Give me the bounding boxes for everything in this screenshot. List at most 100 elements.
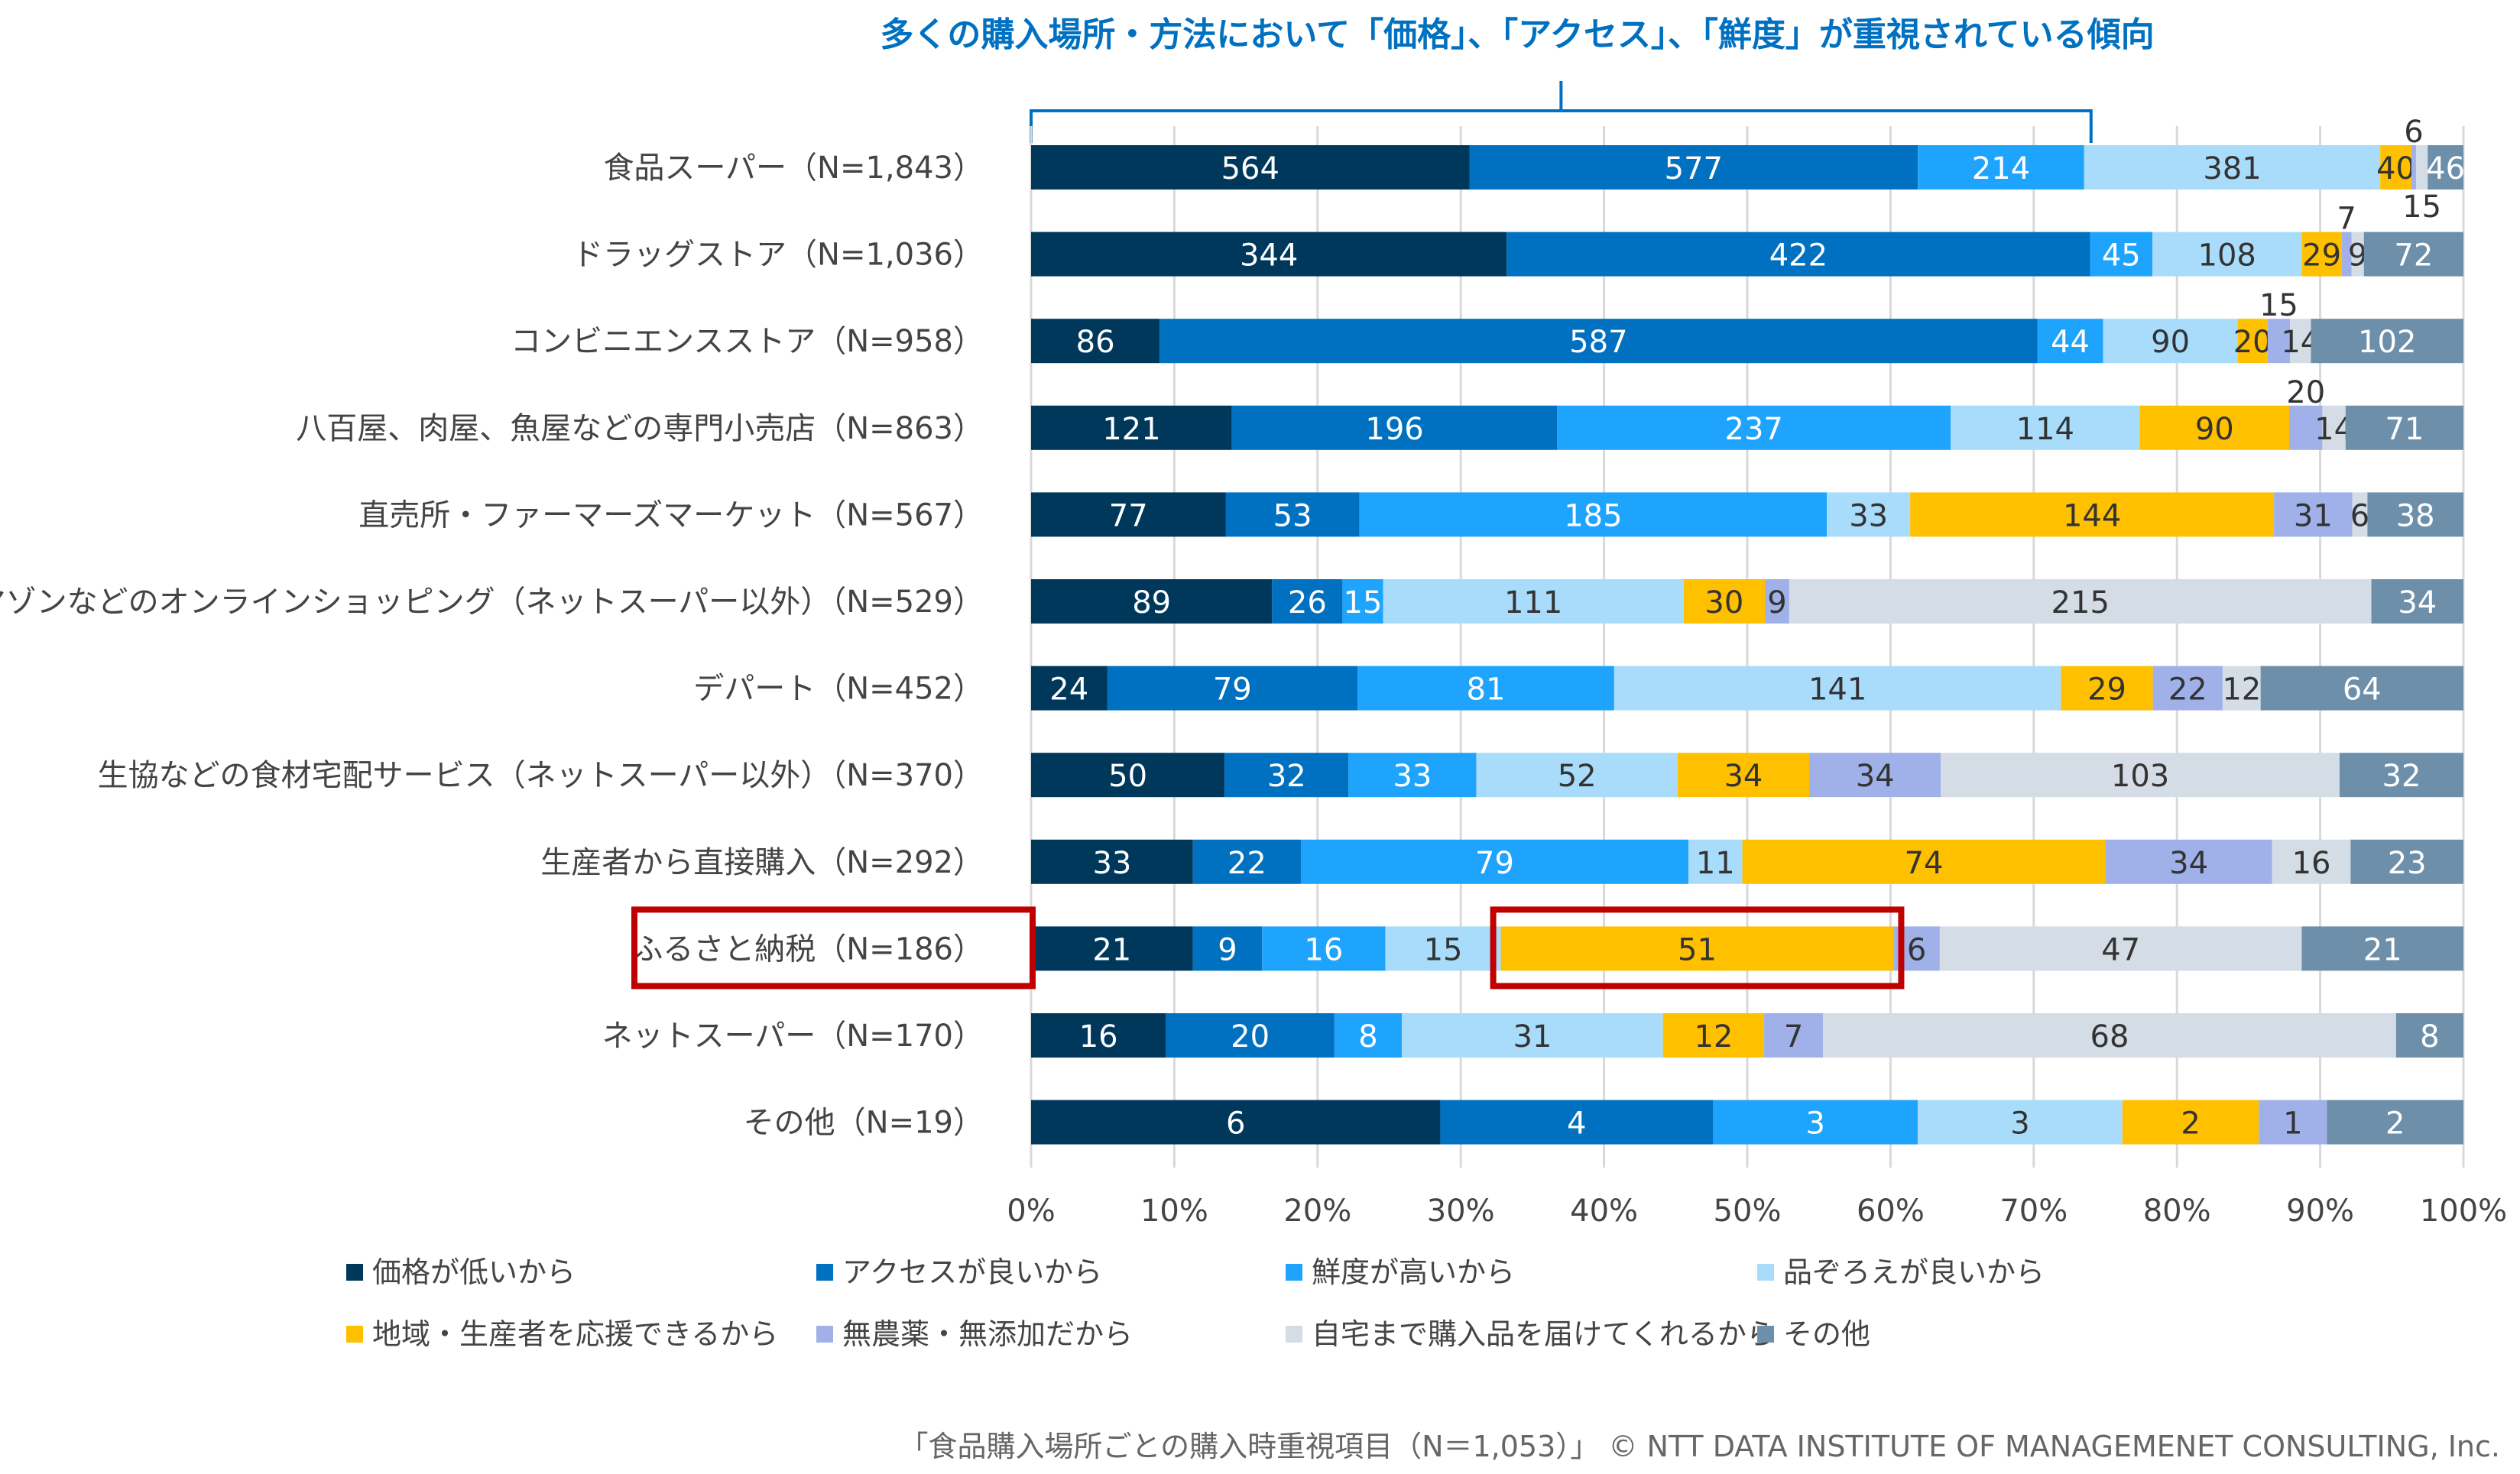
x-tick-label: 70% (1999, 1194, 2068, 1229)
bar-segment (1809, 753, 1941, 798)
bar-segment (1359, 492, 1828, 537)
legend-swatch (346, 1264, 363, 1281)
legend-label: アクセスが良いから (842, 1255, 1102, 1289)
data-label: 4 (1567, 1106, 1586, 1142)
category-label: 楽天、アマゾンなどのオンラインショッピング（ネットスーパー以外）（N=529） (0, 585, 984, 620)
data-label: 3 (2010, 1106, 2029, 1142)
bar-segment (2122, 1100, 2259, 1145)
legend-label: 地域・生産者を応援できるから (372, 1317, 778, 1351)
bar-segment (1688, 839, 1743, 884)
data-label: 51 (1678, 932, 1717, 967)
data-label: 587 (1569, 325, 1627, 360)
bar-segment (1823, 1013, 2396, 1058)
bar-segment (2339, 753, 2463, 798)
data-label: 40 (2376, 151, 2415, 186)
data-label: 71 (2385, 412, 2424, 447)
data-label: 141 (1808, 672, 1866, 708)
bar-segment (1827, 492, 1911, 537)
bar-segment (2103, 319, 2238, 364)
data-label: 47 (2101, 932, 2140, 967)
x-tick-label: 100% (2420, 1194, 2507, 1229)
x-tick-label: 10% (1140, 1194, 1208, 1229)
legend-label: 鮮度が高いから (1312, 1255, 1515, 1289)
x-tick-label: 50% (1714, 1194, 1782, 1229)
data-label: 79 (1475, 846, 1514, 881)
data-label: 564 (1221, 151, 1279, 186)
bar-segment (1031, 926, 1193, 971)
bar-segment (1031, 405, 1232, 450)
bar-segment (1402, 1013, 1663, 1058)
bar-segment (1500, 926, 1894, 971)
legend-swatch (816, 1264, 833, 1281)
legend-swatch (1286, 1326, 1302, 1343)
data-label: 16 (2292, 846, 2331, 881)
legend-item: 地域・生産者を応援できるから (346, 1317, 778, 1351)
data-label: 79 (1213, 672, 1252, 708)
bar-segment (1506, 232, 2090, 277)
data-label: 34 (2398, 585, 2437, 620)
highlight-box-segment (1490, 906, 1905, 990)
data-label: 9 (1218, 932, 1237, 967)
x-tick-label: 80% (2143, 1194, 2211, 1229)
data-label: 34 (1856, 759, 1895, 794)
bar-segment (2395, 1013, 2463, 1058)
bar-segment (2367, 492, 2463, 537)
data-label: 214 (1972, 151, 2030, 186)
data-label: 86 (1076, 325, 1115, 360)
data-label: 2 (2181, 1106, 2200, 1142)
legend: 価格が低いから アクセスが良いから 鮮度が高いから 品ぞろえが良いから地域・生産者を応… (346, 1255, 2045, 1351)
bar-segment (2152, 666, 2223, 711)
bar-segment (1159, 319, 2038, 364)
bar-segment (1383, 579, 1684, 624)
bar-segment (2290, 319, 2311, 364)
bar-segment (1031, 232, 1507, 277)
data-label: 1 (2283, 1106, 2302, 1142)
data-label: 6 (2404, 115, 2423, 150)
category-label: 生産者から直接購入（N=292） (540, 845, 984, 880)
bar-segment (2411, 145, 2416, 190)
bar-segment (2363, 232, 2463, 277)
bar-segment (2090, 232, 2153, 277)
highlight-boxes (631, 906, 1905, 990)
data-label: 31 (1513, 1019, 1552, 1054)
legend-item: 価格が低いから (346, 1255, 576, 1289)
bar-segment (1192, 926, 1263, 971)
bar-segment (1031, 1013, 1166, 1058)
bar-segment (1918, 1100, 2123, 1145)
data-label: 381 (2203, 151, 2261, 186)
bar-segment (1385, 926, 1501, 971)
data-label: 90 (2151, 325, 2190, 360)
bar-segment (1713, 1100, 1918, 1145)
bar-segment (2327, 1100, 2463, 1145)
x-tick-label: 20% (1283, 1194, 1351, 1229)
legend-swatch (1757, 1326, 1774, 1343)
data-label: 185 (1564, 498, 1622, 533)
bar-segment (2371, 579, 2463, 624)
legend-label: 品ぞろえが良いから (1783, 1255, 2045, 1289)
data-label: 52 (1558, 759, 1597, 794)
data-label: 11 (1696, 846, 1735, 881)
bar-segment (1476, 753, 1678, 798)
bar-segment (1224, 753, 1349, 798)
legend-label: その他 (1783, 1317, 1870, 1351)
data-label: 32 (1267, 759, 1306, 794)
data-label: 33 (1393, 759, 1432, 794)
bar-segment (1300, 839, 1688, 884)
bar-segment (2084, 145, 2381, 190)
category-label: ネットスーパー（N=170） (602, 1019, 984, 1054)
data-label: 6 (2350, 498, 2369, 533)
data-label: 32 (2382, 759, 2421, 794)
x-tick-label: 40% (1570, 1194, 1638, 1229)
data-label: 7 (2337, 202, 2356, 237)
bar-segment (2267, 319, 2291, 364)
bar-segment (2311, 319, 2463, 364)
bar-segment (1939, 926, 2302, 971)
data-label: 196 (1365, 412, 1423, 447)
data-label: 20 (1231, 1019, 1270, 1054)
legend-item: 鮮度が高いから (1286, 1255, 1515, 1289)
legend-item: その他 (1757, 1317, 1870, 1351)
highlight-bracket (1030, 81, 2093, 143)
data-label: 33 (1849, 498, 1888, 533)
bar-segment (1192, 839, 1301, 884)
bar-segment (1348, 753, 1477, 798)
